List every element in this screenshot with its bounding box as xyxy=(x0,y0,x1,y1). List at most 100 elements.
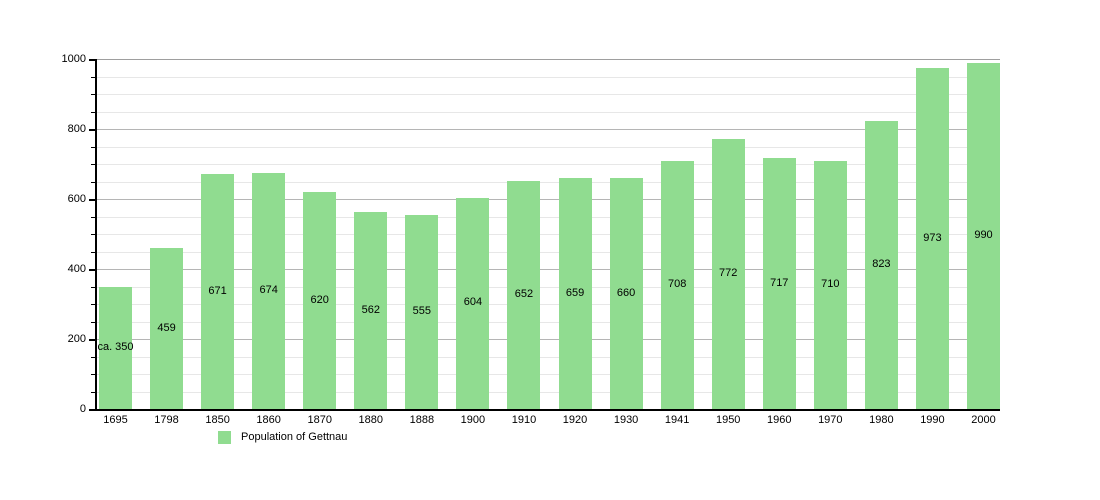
bar-value-label: 459 xyxy=(157,321,176,334)
y-minor-tick xyxy=(91,111,95,113)
bar-value-label: ca. 350 xyxy=(97,340,134,353)
x-tick-label: 1850 xyxy=(205,414,230,426)
bar-value-label: 555 xyxy=(412,304,432,317)
minor-gridline xyxy=(97,374,1000,375)
bar-1930: 660 xyxy=(609,178,643,409)
bar-1910: 652 xyxy=(507,180,541,409)
x-tick-label: 1910 xyxy=(511,414,537,426)
bar-value-label: 717 xyxy=(770,276,789,289)
bar-1990: 973 xyxy=(915,68,949,409)
x-tick-label: 1900 xyxy=(460,414,486,426)
major-gridline xyxy=(97,339,1000,340)
y-minor-tick xyxy=(91,391,95,393)
x-tick-label: 1798 xyxy=(154,414,179,426)
bar-1900: 604 xyxy=(456,197,490,409)
x-tick-label: 1980 xyxy=(869,414,894,426)
minor-gridline xyxy=(97,146,1000,148)
x-tick-label: 1880 xyxy=(358,414,384,426)
x-tick-label: 1970 xyxy=(818,414,843,426)
y-minor-tick xyxy=(91,181,95,183)
y-minor-tick xyxy=(91,286,95,288)
minor-gridline xyxy=(97,181,1000,183)
y-minor-tick xyxy=(91,76,95,78)
x-tick-label: 1960 xyxy=(767,414,792,426)
bar-2000: 990 xyxy=(967,62,1000,409)
legend: Population of Gettnau xyxy=(218,431,347,444)
y-minor-tick xyxy=(91,251,95,253)
y-major-tick xyxy=(89,59,95,61)
minor-gridline xyxy=(97,304,1000,305)
bar-1798: 459 xyxy=(150,248,184,409)
y-minor-tick xyxy=(91,356,95,358)
minor-gridline xyxy=(97,251,1000,253)
y-major-tick xyxy=(89,269,95,271)
major-gridline xyxy=(97,199,1000,200)
bar-value-label: 772 xyxy=(719,266,738,279)
minor-gridline xyxy=(97,356,1000,358)
bar-value-label: 674 xyxy=(259,284,278,297)
bar-1941: 708 xyxy=(660,161,694,409)
y-minor-tick xyxy=(91,234,95,235)
legend-color-swatch xyxy=(218,431,231,444)
x-tick-label: 1695 xyxy=(103,414,128,426)
legend-label: Population of Gettnau xyxy=(241,431,348,443)
y-tick-label: 200 xyxy=(67,333,86,345)
bar-value-label: 973 xyxy=(923,231,942,244)
y-tick-label: 800 xyxy=(67,123,86,135)
y-major-tick xyxy=(89,199,95,201)
y-tick-label: 1000 xyxy=(61,53,86,65)
x-tick-label: 1930 xyxy=(613,414,639,426)
x-tick-label: 1860 xyxy=(256,414,281,426)
bar-value-label: 652 xyxy=(514,287,534,300)
minor-gridline xyxy=(97,94,1000,95)
y-minor-tick xyxy=(91,374,95,375)
bar-1920: 659 xyxy=(558,178,592,409)
minor-gridline xyxy=(97,111,1000,113)
x-tick-label: 1920 xyxy=(562,414,588,426)
minor-gridline xyxy=(97,76,1000,78)
major-gridline xyxy=(97,129,1000,130)
bar-value-label: 660 xyxy=(616,286,636,299)
y-tick-label: 400 xyxy=(67,263,86,275)
major-gridline xyxy=(97,269,1000,270)
bar-1970: 710 xyxy=(813,160,847,409)
bar-value-label: 659 xyxy=(565,286,585,299)
bar-1980: 823 xyxy=(864,120,898,409)
y-minor-tick xyxy=(91,146,95,148)
x-tick-label: 1990 xyxy=(920,414,945,426)
major-gridline xyxy=(97,59,1000,60)
bar-1870: 620 xyxy=(303,192,337,409)
x-tick-label: 1941 xyxy=(664,414,690,426)
x-tick-label: 2000 xyxy=(971,414,996,426)
bar-1860: 674 xyxy=(252,173,286,409)
bar-1880: 562 xyxy=(354,212,388,409)
y-major-tick xyxy=(89,129,95,131)
bar-value-label: 708 xyxy=(667,278,687,291)
y-major-tick xyxy=(89,409,95,411)
y-minor-tick xyxy=(91,304,95,305)
minor-gridline xyxy=(97,391,1000,393)
bar-value-label: 562 xyxy=(361,303,380,316)
x-tick-label: 1950 xyxy=(715,414,741,426)
x-tick-label: 1888 xyxy=(409,414,435,426)
minor-gridline xyxy=(97,216,1000,218)
bar-value-label: 620 xyxy=(310,293,329,306)
y-tick-label: 0 xyxy=(79,403,86,415)
y-major-tick xyxy=(89,339,95,341)
y-minor-tick xyxy=(91,164,95,165)
bar-1850: 671 xyxy=(201,174,235,409)
bar-1960: 717 xyxy=(762,158,796,409)
bar-value-label: 823 xyxy=(872,257,891,270)
x-tick-label: 1870 xyxy=(307,414,332,426)
bar-1888: 555 xyxy=(405,214,439,409)
bar-1950: 772 xyxy=(711,138,745,409)
bar-value-label: 710 xyxy=(821,277,840,290)
bar-1695: ca. 350 xyxy=(97,286,134,409)
y-minor-tick xyxy=(91,321,95,323)
y-minor-tick xyxy=(91,94,95,95)
bar-value-label: 671 xyxy=(208,284,227,297)
minor-gridline xyxy=(97,164,1000,165)
y-minor-tick xyxy=(91,216,95,218)
plot-area: ca. 350 459 671 674 620 562 555 604 652 659 660 708… xyxy=(95,59,1000,411)
